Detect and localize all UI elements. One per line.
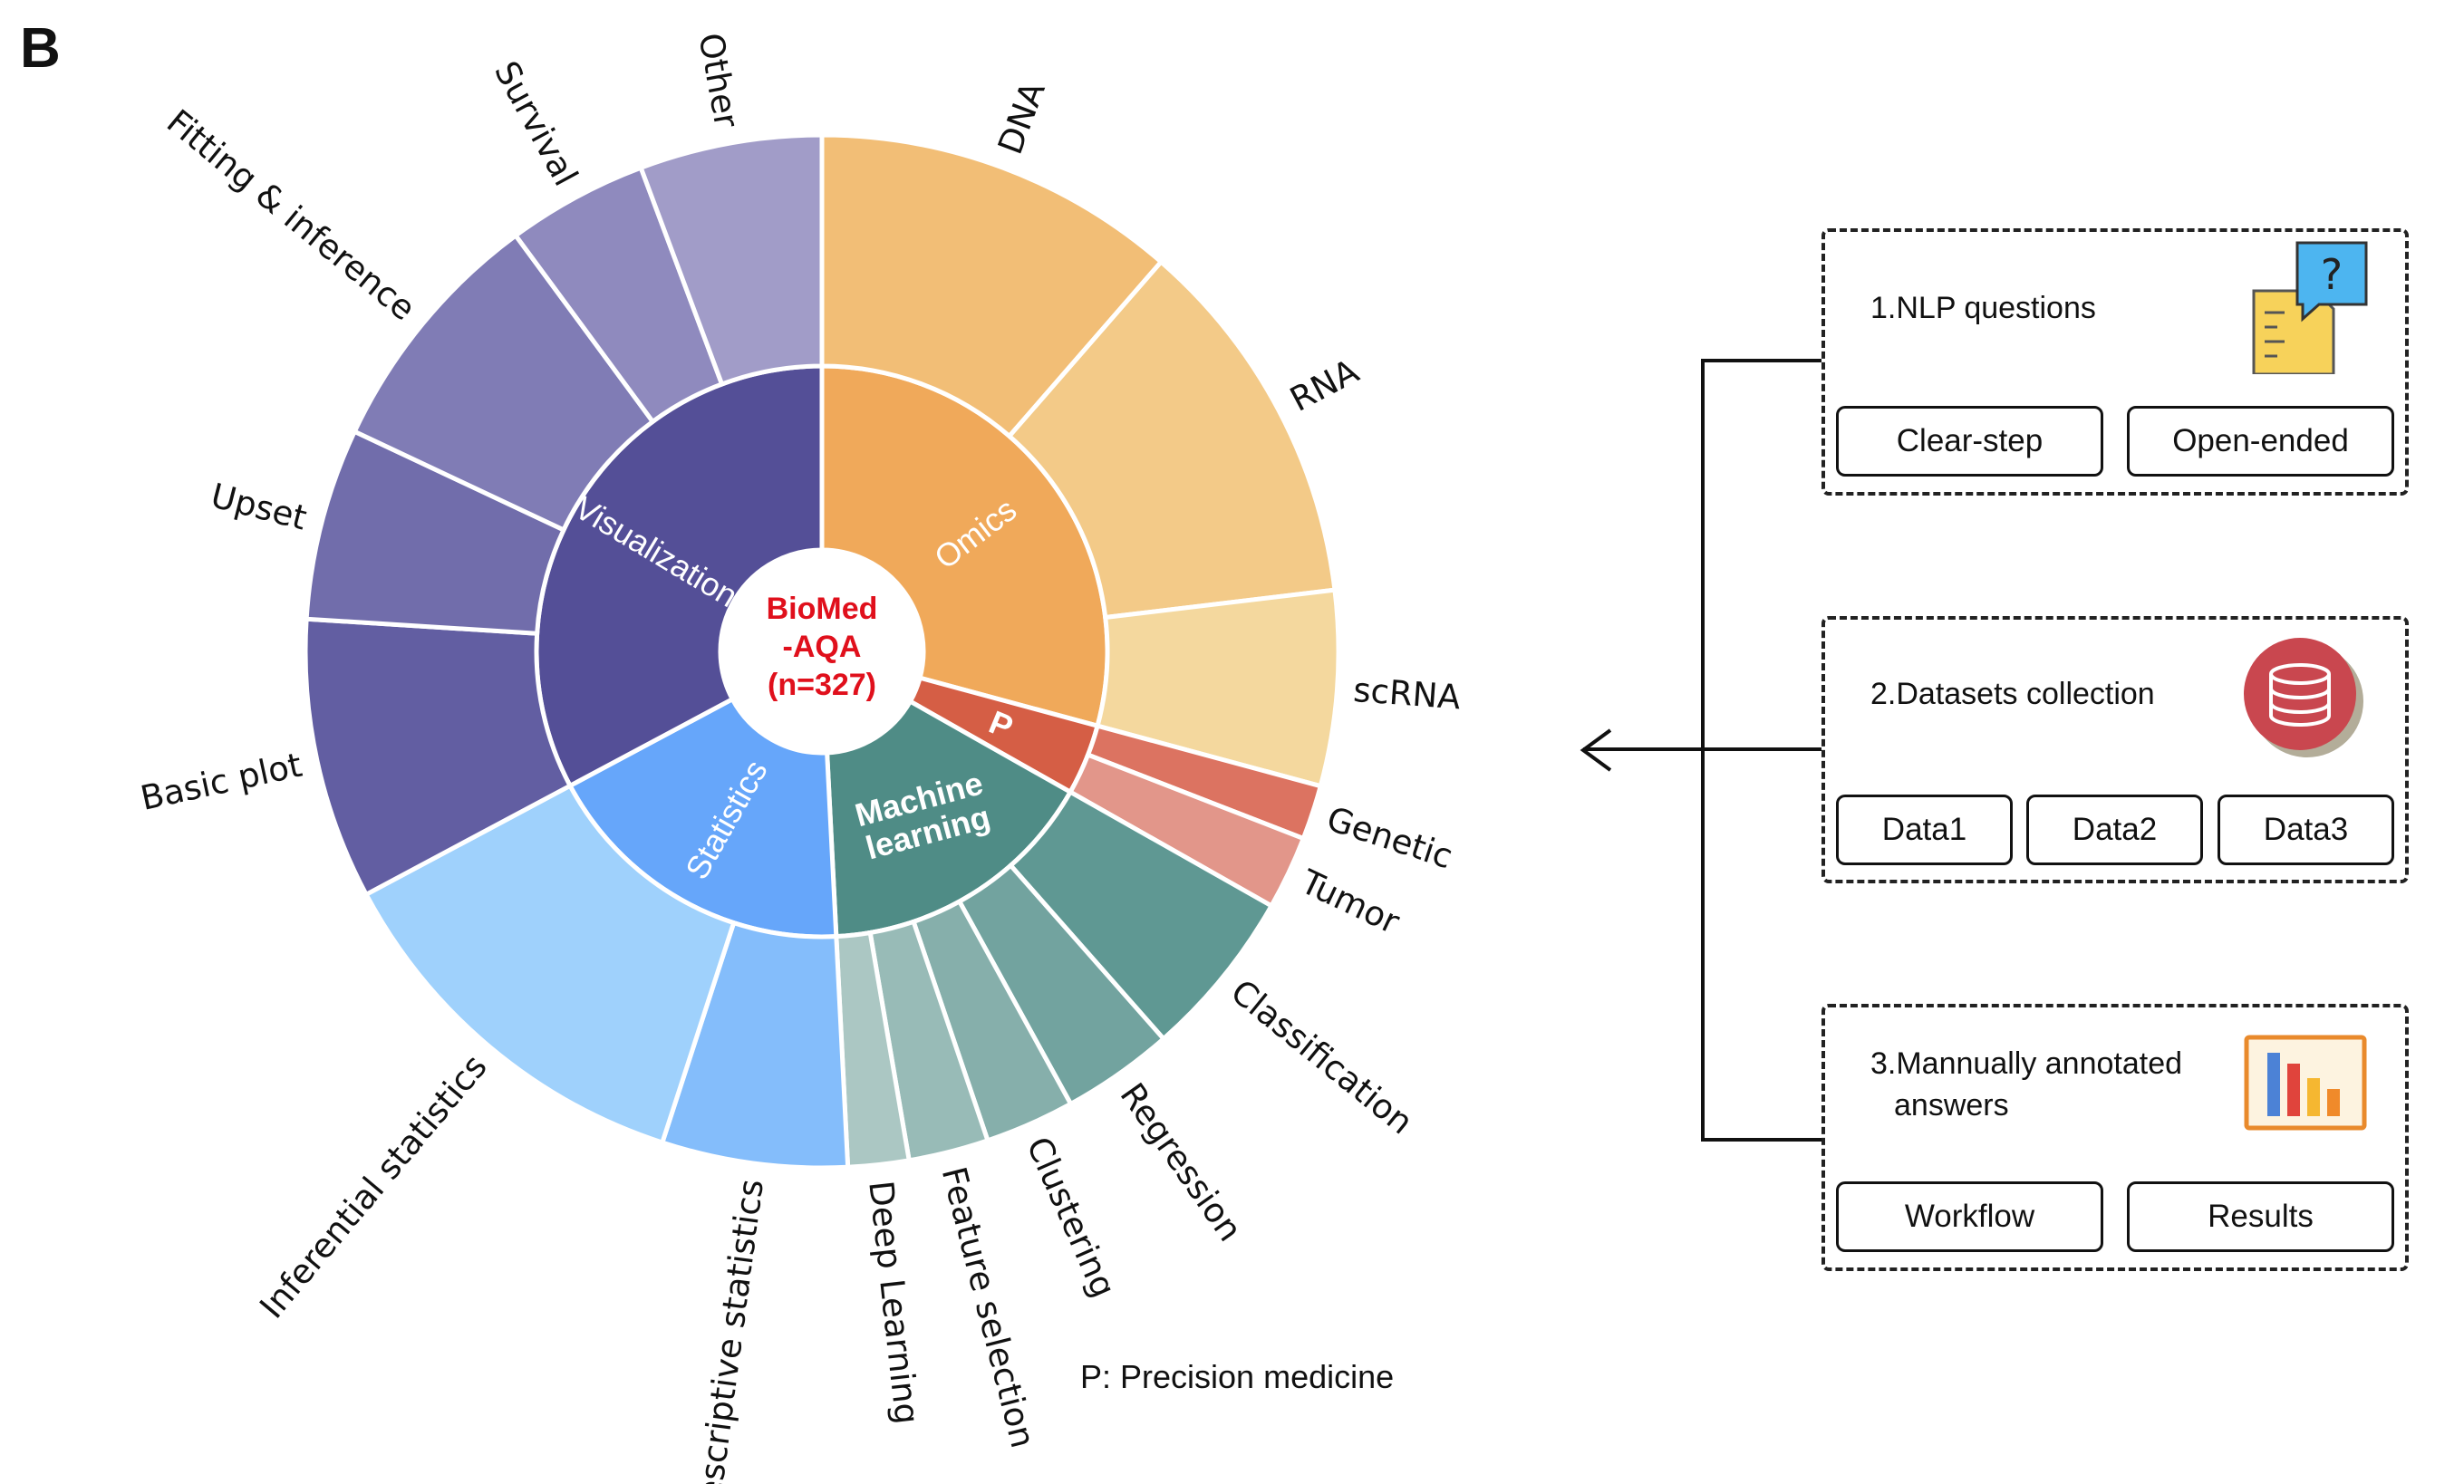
outer-wedge-rna [1006, 258, 1338, 621]
connector-vertical [1701, 361, 1705, 1142]
open-ended-button[interactable]: Open-ended [2127, 406, 2394, 477]
connector-bottom [1701, 1138, 1821, 1142]
outer-label-tumor: Tumor [1294, 862, 1406, 942]
card-title-line1: 3.Mannually annotated [1870, 1046, 2183, 1081]
sunburst-wedges [303, 132, 1341, 1171]
legend-note: P: Precision medicine [1080, 1358, 1394, 1395]
outer-label-fitting-inference: Fitting & inference [159, 102, 423, 329]
outer-label-scrna: scRNA [1352, 670, 1462, 717]
arrow-left-icon [1580, 728, 1612, 772]
outer-label-descriptive-statistics: Descriptive statistics [687, 1177, 771, 1484]
connector-middle [1583, 747, 1821, 751]
outer-label-other: Other [691, 30, 746, 131]
connector-top [1701, 359, 1821, 362]
center-subtitle: -AQA [783, 630, 862, 664]
chat-question-icon: ? [2252, 241, 2368, 374]
card-title-line2: answers [1894, 1088, 2009, 1123]
outer-label-dna: DNA [990, 76, 1053, 159]
center-title: BioMed [767, 592, 878, 626]
clear-step-button[interactable]: Clear-step [1836, 406, 2103, 477]
outer-label-survival: Survival [487, 55, 585, 193]
data1-button[interactable]: Data1 [1836, 795, 2013, 865]
outer-wedge-other [637, 132, 825, 388]
outer-label-rna: RNA [1284, 352, 1366, 419]
center-circle [720, 550, 923, 753]
card-title: 1.NLP questions [1870, 291, 2096, 325]
card-title: 2.Datasets collection [1870, 677, 2155, 711]
workflow-button[interactable]: Workflow [1836, 1181, 2103, 1252]
outer-label-deep-learning: Deep Learning [861, 1179, 926, 1426]
workflow-card-datasets: 2.Datasets collection Data1 Data2 Data3 [1821, 616, 2409, 883]
outer-label-classification: Classification [1223, 972, 1420, 1142]
data2-button[interactable]: Data2 [2026, 795, 2203, 865]
outer-wedge-inferential-statistics [362, 782, 737, 1146]
data3-button[interactable]: Data3 [2218, 795, 2394, 865]
workflow-card-nlp: 1.NLP questions ? Clear-step Open-ended [1821, 228, 2409, 496]
outer-label-clustering: Clustering [1019, 1131, 1123, 1303]
database-icon [2244, 638, 2363, 757]
center-count: (n=327) [768, 668, 876, 702]
outer-label-regression: Regression [1113, 1076, 1251, 1248]
bar-chart-icon [2244, 1035, 2367, 1131]
outer-label-basic-plot: Basic plot [137, 746, 305, 818]
panel-label: B [20, 17, 61, 80]
outer-wedge-dna [819, 132, 1164, 439]
outer-label-genetic: Genetic [1322, 799, 1457, 876]
workflow-card-answers: 3.Mannually annotated answers Workflow R… [1821, 1004, 2409, 1271]
outer-label-feature-selection: Feature selection [934, 1163, 1043, 1452]
outer-label-inferential-statistics: Inferential statistics [252, 1047, 495, 1326]
results-button[interactable]: Results [2127, 1181, 2394, 1252]
outer-label-upset: Upset [207, 476, 310, 537]
svg-text:?: ? [2321, 250, 2343, 299]
